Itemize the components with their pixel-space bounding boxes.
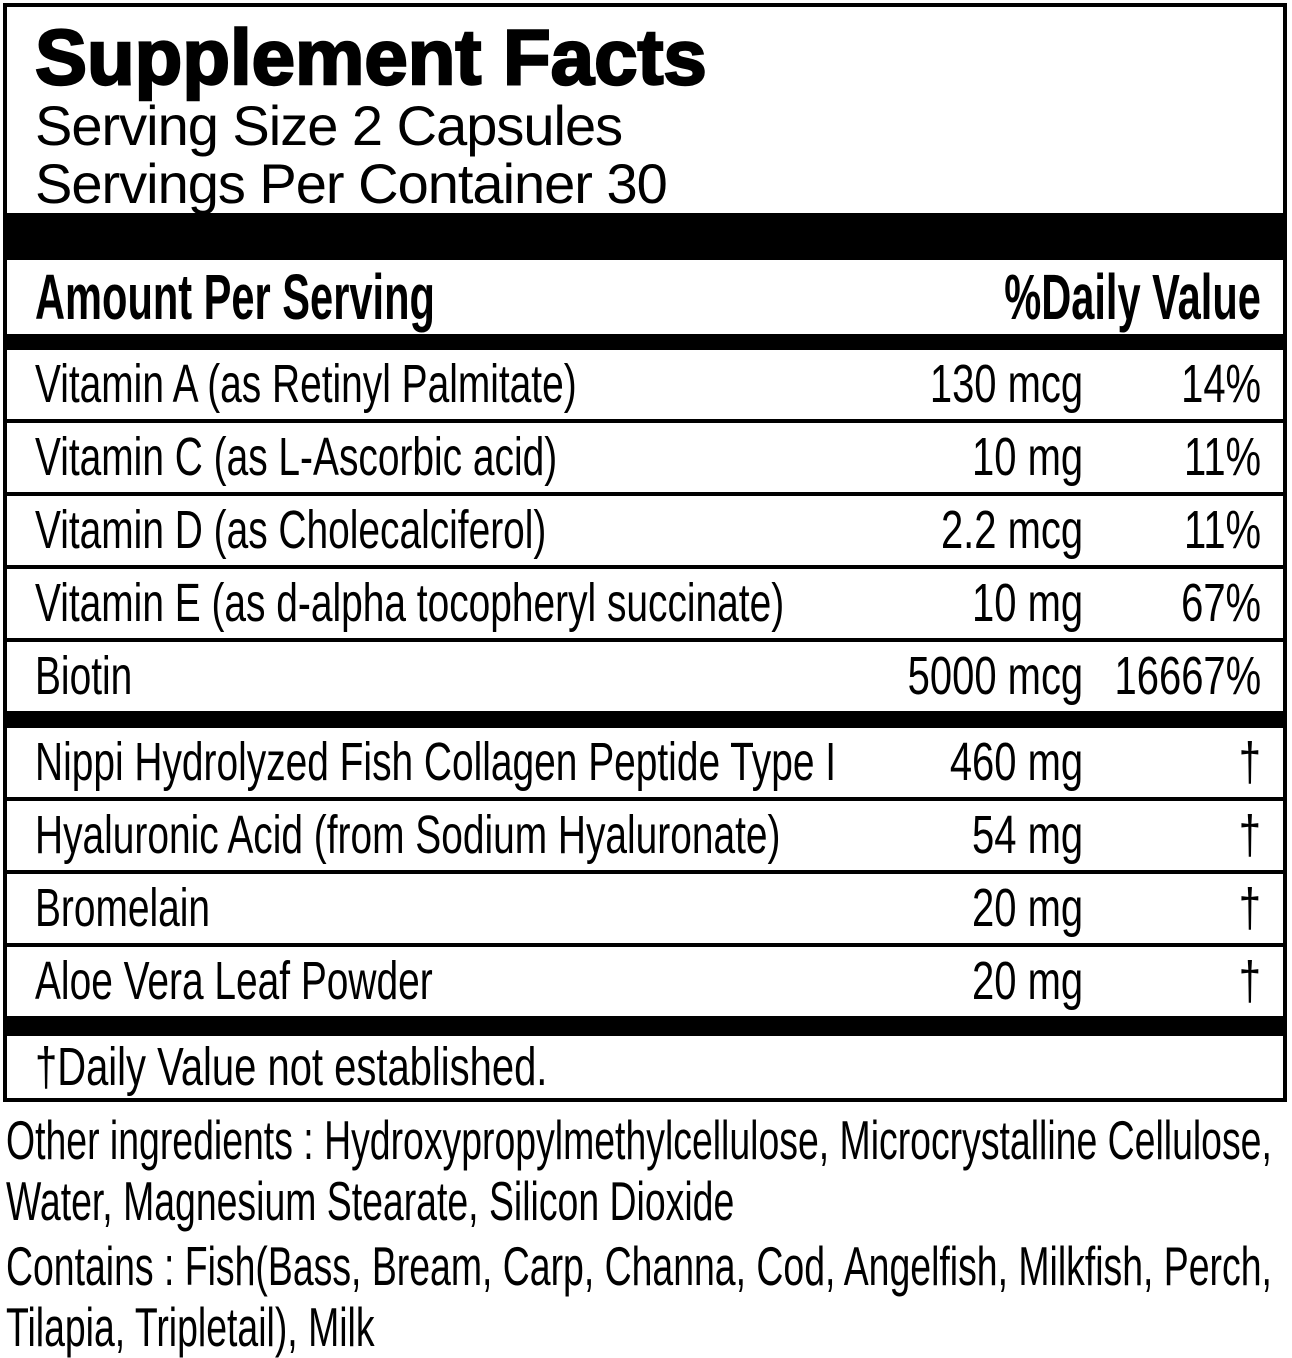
table-row-collagen: Nippi Hydrolyzed Fish Collagen Peptide T…: [7, 728, 1283, 797]
daily-value-header: %Daily Value: [1004, 261, 1261, 333]
ingredient-daily-value: 16667%: [1114, 646, 1261, 706]
column-header-row: Amount Per Serving %Daily Value: [7, 260, 1283, 334]
ingredient-name: Bromelain: [35, 878, 211, 938]
servings-per-container: Servings Per Container 30: [35, 152, 668, 215]
ingredient-daily-value-dagger: †: [1238, 805, 1261, 865]
divider-bar-header: [7, 334, 1283, 350]
ingredient-amount: 130 mcg: [929, 354, 1083, 414]
ingredient-name: Aloe Vera Leaf Powder: [35, 951, 433, 1011]
table-row-vitamin-d: Vitamin D (as Cholecalciferol) 2.2 mcg 1…: [7, 492, 1283, 565]
ingredient-name: Vitamin D (as Cholecalciferol): [35, 500, 547, 560]
ingredient-name: Hyaluronic Acid (from Sodium Hyaluronate…: [35, 805, 781, 865]
additional-info: Other ingredients : Hydroxypropylmethylc…: [6, 1110, 1284, 1358]
contains-allergens-text: Contains : Fish(Bass, Bream, Carp, Chann…: [6, 1235, 1272, 1358]
daily-value-footnote: †Daily Value not established.: [35, 1037, 548, 1097]
ingredient-daily-value: 14%: [1181, 354, 1261, 414]
ingredient-amount: 10 mg: [971, 573, 1083, 633]
ingredient-amount: 10 mg: [971, 427, 1083, 487]
supplement-facts-panel: Supplement Facts Serving Size 2 Capsules…: [3, 3, 1287, 1102]
table-row-bromelain: Bromelain 20 mg †: [7, 870, 1283, 943]
table-row-vitamin-a: Vitamin A (as Retinyl Palmitate) 130 mcg…: [7, 350, 1283, 419]
divider-bar-bottom: [7, 1016, 1283, 1036]
ingredient-name: Vitamin A (as Retinyl Palmitate): [35, 354, 577, 414]
ingredient-amount: 2.2 mcg: [940, 500, 1083, 560]
serving-size: Serving Size 2 Capsules: [35, 94, 623, 157]
table-row-aloe-vera: Aloe Vera Leaf Powder 20 mg †: [7, 943, 1283, 1016]
table-row-vitamin-e: Vitamin E (as d-alpha tocopheryl succina…: [7, 565, 1283, 638]
table-row-biotin: Biotin 5000 mcg 16667%: [7, 638, 1283, 711]
ingredient-amount: 20 mg: [971, 951, 1083, 1011]
ingredient-name: Vitamin E (as d-alpha tocopheryl succina…: [35, 573, 785, 633]
footnote-row: †Daily Value not established.: [7, 1036, 1283, 1098]
ingredient-amount: 5000 mcg: [907, 646, 1083, 706]
other-ingredients-text: Other ingredients : Hydroxypropylmethylc…: [6, 1109, 1272, 1232]
ingredient-name: Vitamin C (as L-Ascorbic acid): [35, 427, 558, 487]
ingredient-amount: 20 mg: [971, 878, 1083, 938]
ingredient-daily-value: 11%: [1183, 427, 1261, 487]
ingredient-daily-value-dagger: †: [1238, 878, 1261, 938]
ingredient-amount: 460 mg: [949, 732, 1083, 792]
table-row-vitamin-c: Vitamin C (as L-Ascorbic acid) 10 mg 11%: [7, 419, 1283, 492]
ingredient-name: Biotin: [35, 646, 133, 706]
table-row-hyaluronic-acid: Hyaluronic Acid (from Sodium Hyaluronate…: [7, 797, 1283, 870]
ingredient-daily-value: 11%: [1183, 500, 1261, 560]
ingredient-daily-value-dagger: †: [1238, 951, 1261, 1011]
ingredient-amount: 54 mg: [971, 805, 1083, 865]
divider-bar-middle: [7, 711, 1283, 728]
ingredient-daily-value-dagger: †: [1238, 732, 1261, 792]
ingredient-daily-value: 67%: [1181, 573, 1261, 633]
divider-bar-top: [7, 213, 1283, 260]
ingredient-name: Nippi Hydrolyzed Fish Collagen Peptide T…: [35, 732, 837, 792]
panel-title: Supplement Facts: [34, 13, 708, 101]
amount-per-serving-header: Amount Per Serving: [35, 261, 435, 333]
